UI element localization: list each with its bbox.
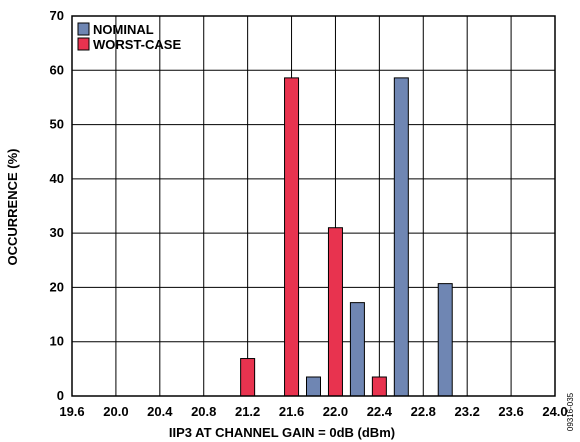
x-tick-label: 22.0 — [323, 404, 348, 419]
x-tick-label: 20.4 — [147, 404, 173, 419]
y-tick-label: 20 — [50, 279, 64, 294]
y-tick-label: 70 — [50, 8, 64, 23]
y-tick-label: 30 — [50, 225, 64, 240]
x-tick-label: 21.6 — [279, 404, 304, 419]
x-tick-labels: 19.6 20.0 20.4 20.8 21.2 21.6 22.0 22.4 22.8 23.2… — [59, 404, 567, 419]
x-tick-label: 22.4 — [367, 404, 393, 419]
y-tick-label: 10 — [50, 334, 64, 349]
y-tick-labels: 0 10 20 30 40 50 60 70 — [50, 8, 64, 403]
x-tick-label: 24.0 — [542, 404, 567, 419]
x-tick-label: 22.8 — [411, 404, 436, 419]
figure-id: 09316-035 — [566, 392, 575, 431]
y-tick-label: 0 — [57, 388, 64, 403]
legend-label-nominal: NOMINAL — [93, 22, 154, 37]
bars — [240, 77, 453, 397]
bar-worst-case — [284, 77, 300, 397]
bar-nominal — [393, 77, 409, 397]
bar-worst-case — [240, 358, 256, 397]
y-axis-title: OCCURRENCE (%) — [5, 149, 20, 266]
legend-swatch-worst-case — [77, 37, 90, 51]
x-tick-label: 20.0 — [103, 404, 128, 419]
plot-frame — [71, 15, 556, 397]
x-tick-label: 19.6 — [59, 404, 84, 419]
x-tick-label: 23.6 — [498, 404, 523, 419]
legend-swatch-nominal — [77, 22, 90, 36]
bar-worst-case — [371, 376, 387, 397]
y-tick-label: 60 — [50, 62, 64, 77]
x-tick-label: 20.8 — [191, 404, 216, 419]
y-tick-label: 40 — [50, 171, 64, 186]
bar-nominal — [306, 376, 321, 397]
legend-label-worst-case: WORST-CASE — [93, 37, 181, 52]
x-tick-label: 21.2 — [235, 404, 260, 419]
grid-lines — [71, 15, 556, 397]
bar-worst-case — [327, 227, 343, 397]
bar-nominal — [437, 283, 453, 397]
y-tick-label: 50 — [50, 117, 64, 132]
bar-nominal — [349, 302, 365, 397]
x-tick-label: 23.2 — [455, 404, 480, 419]
x-axis-title: IIP3 AT CHANNEL GAIN = 0dB (dBm) — [169, 425, 395, 440]
